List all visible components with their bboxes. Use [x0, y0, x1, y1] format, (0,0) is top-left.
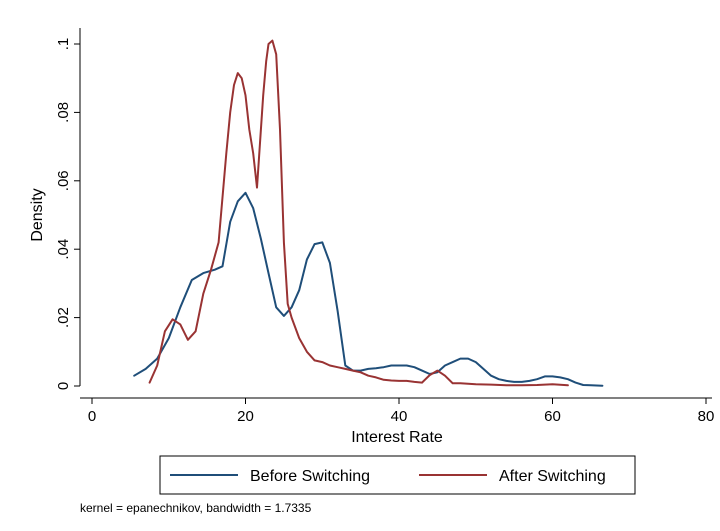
- legend-label-after: After Switching: [499, 468, 606, 485]
- y-tick-label: .04: [55, 239, 72, 260]
- x-tick-label: 40: [391, 408, 408, 425]
- x-tick-label: 20: [237, 408, 254, 425]
- kernel-note: kernel = epanechnikov, bandwidth = 1.733…: [80, 501, 312, 515]
- legend: Before Switching After Switching: [159, 455, 636, 495]
- x-tick-label: 0: [88, 408, 96, 425]
- x-tick-label: 60: [544, 408, 561, 425]
- y-tick-label: .1: [55, 38, 72, 51]
- series-layer: [133, 39, 604, 387]
- y-tick-label: .02: [55, 307, 72, 328]
- y-axis-ticks: 0 .02 .04 .06 .08 .1: [55, 38, 80, 390]
- y-tick-label: 0: [55, 382, 72, 390]
- series-line-before-switching: [133, 191, 604, 387]
- x-tick-label: 80: [698, 408, 715, 425]
- x-axis-ticks: 0 20 40 60 80: [88, 398, 715, 425]
- x-axis-title: Interest Rate: [351, 429, 443, 446]
- legend-box: [159, 455, 636, 495]
- legend-label-before: Before Switching: [250, 468, 370, 485]
- y-tick-label: .08: [55, 102, 72, 123]
- series-line-after-switching: [148, 39, 569, 387]
- y-tick-label: .06: [55, 170, 72, 191]
- y-axis-title: Density: [29, 188, 46, 241]
